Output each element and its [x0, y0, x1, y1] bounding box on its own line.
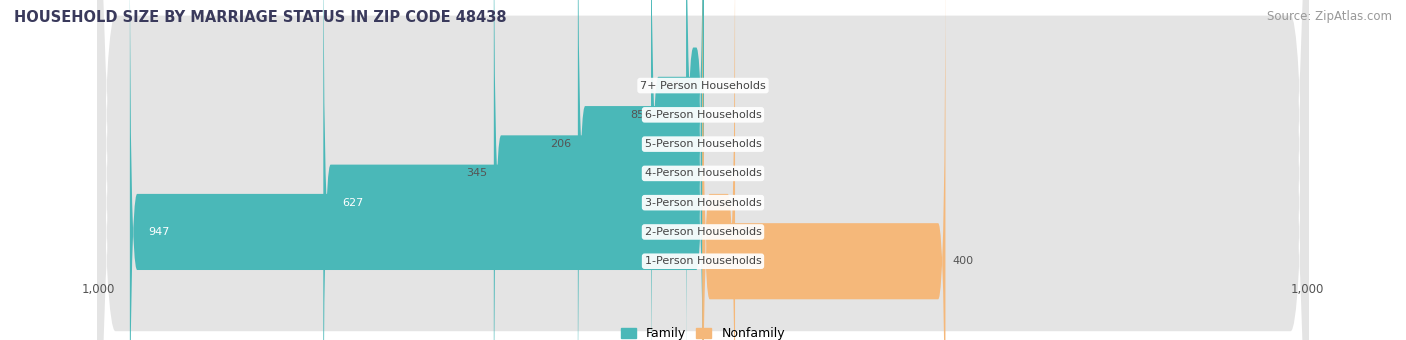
Text: 3-Person Households: 3-Person Households: [644, 198, 762, 208]
Text: 206: 206: [550, 139, 571, 149]
Text: 2-Person Households: 2-Person Households: [644, 227, 762, 237]
Text: 400: 400: [952, 256, 973, 266]
FancyBboxPatch shape: [703, 0, 945, 340]
Text: 5-Person Households: 5-Person Households: [644, 139, 762, 149]
Text: 345: 345: [465, 168, 486, 179]
FancyBboxPatch shape: [129, 0, 703, 340]
Text: 85: 85: [630, 110, 644, 120]
FancyBboxPatch shape: [97, 0, 1309, 340]
FancyBboxPatch shape: [651, 0, 703, 340]
Text: 27: 27: [665, 81, 679, 90]
FancyBboxPatch shape: [97, 0, 1309, 340]
FancyBboxPatch shape: [97, 0, 1309, 340]
FancyBboxPatch shape: [97, 0, 1309, 340]
Text: HOUSEHOLD SIZE BY MARRIAGE STATUS IN ZIP CODE 48438: HOUSEHOLD SIZE BY MARRIAGE STATUS IN ZIP…: [14, 10, 506, 25]
Text: 52: 52: [742, 227, 756, 237]
FancyBboxPatch shape: [686, 0, 703, 340]
FancyBboxPatch shape: [323, 0, 703, 340]
Text: 4-Person Households: 4-Person Households: [644, 168, 762, 179]
FancyBboxPatch shape: [97, 0, 1309, 340]
Text: 947: 947: [149, 227, 170, 237]
Legend: Family, Nonfamily: Family, Nonfamily: [621, 327, 785, 340]
Text: Source: ZipAtlas.com: Source: ZipAtlas.com: [1267, 10, 1392, 23]
FancyBboxPatch shape: [703, 0, 735, 340]
Text: 1-Person Households: 1-Person Households: [644, 256, 762, 266]
Text: 6-Person Households: 6-Person Households: [644, 110, 762, 120]
FancyBboxPatch shape: [578, 0, 703, 340]
Text: 627: 627: [342, 198, 363, 208]
FancyBboxPatch shape: [97, 0, 1309, 340]
FancyBboxPatch shape: [97, 0, 1309, 340]
Text: 7+ Person Households: 7+ Person Households: [640, 81, 766, 90]
FancyBboxPatch shape: [494, 0, 703, 340]
